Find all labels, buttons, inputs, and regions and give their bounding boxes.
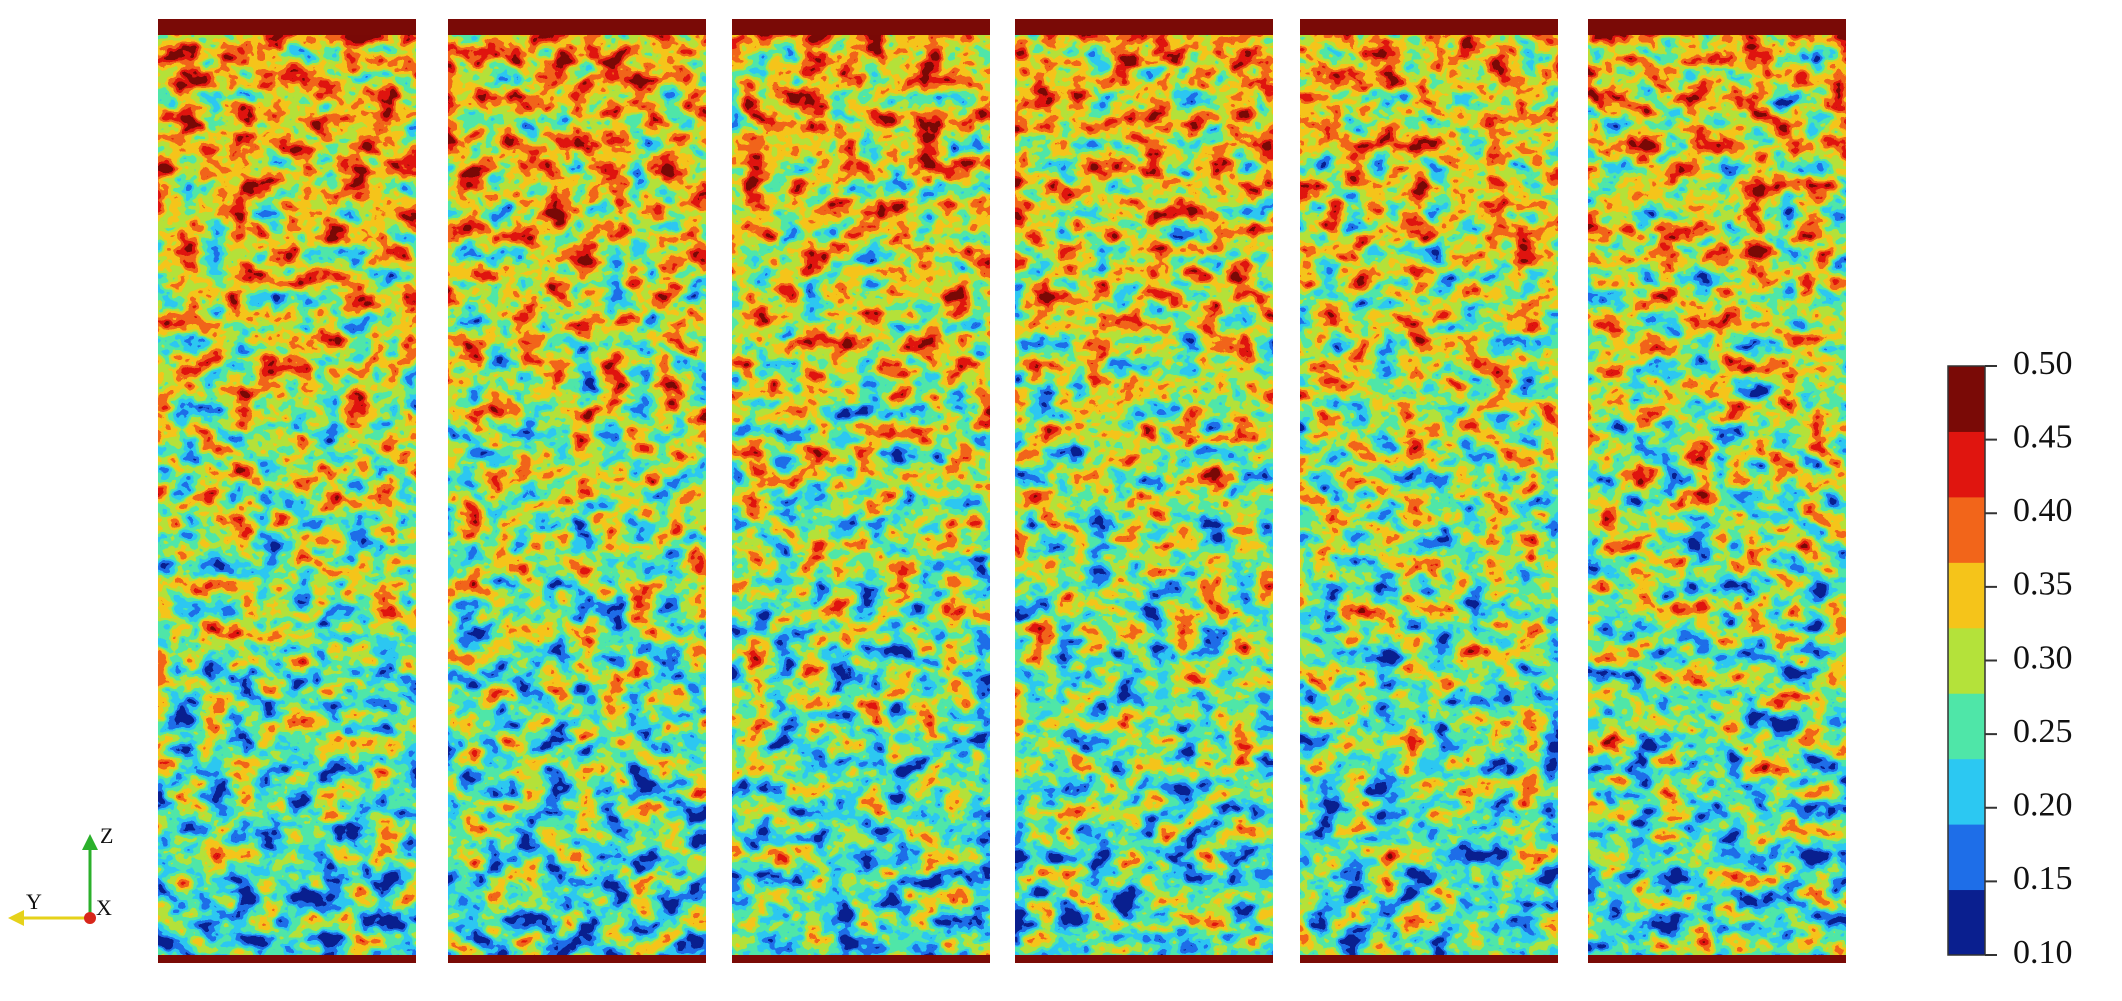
colorbar-tick-label: 0.40 (2013, 492, 2073, 529)
panel-top-band (448, 19, 706, 35)
colorbar-band (1948, 496, 1985, 563)
contour-panel (448, 19, 706, 963)
panel-bottom-band (448, 955, 706, 963)
colorbar-band (1948, 693, 1985, 760)
colorbar: 0.10 0.15 0.20 0.25 0.30 0.35 0.40 0.45 0.50 (1947, 345, 2073, 971)
colorbar-tick-label: 0.25 (2013, 713, 2073, 750)
panel-bottom-band (1588, 955, 1846, 963)
colorbar-band (1948, 627, 1985, 694)
colorbar-band (1948, 562, 1985, 629)
z-label: Z (100, 823, 113, 848)
contour-panels (158, 19, 1846, 963)
colorbar-band (1948, 758, 1985, 825)
contour-panel (732, 19, 990, 963)
colorbar-band (1948, 889, 1985, 956)
colorbar-tick-label: 0.15 (2013, 860, 2073, 897)
panel-top-band (158, 19, 416, 35)
colorbar-tick-label: 0.30 (2013, 639, 2073, 676)
colorbar-tick-label: 0.45 (2013, 418, 2073, 455)
contour-panel (1015, 19, 1273, 963)
colorbar-band (1948, 431, 1985, 498)
colorbar-band (1948, 824, 1985, 891)
panel-bottom-band (1015, 955, 1273, 963)
panel-top-band (1588, 19, 1846, 35)
panel-top-band (732, 19, 990, 35)
colorbar-tick-label: 0.10 (2013, 934, 2073, 971)
y-label: Y (26, 889, 42, 914)
panel-bottom-band (158, 955, 416, 963)
x-label: X (96, 895, 112, 920)
panel-top-band (1015, 19, 1273, 35)
colorbar-tick-label: 0.35 (2013, 566, 2073, 603)
panel-top-band (1300, 19, 1558, 35)
contour-panel (1588, 19, 1846, 963)
axes-triad: Z Y X (8, 823, 113, 926)
panel-bottom-band (732, 955, 990, 963)
colorbar-tick-label: 0.20 (2013, 787, 2073, 824)
colorbar-band (1948, 366, 1985, 432)
contour-panel (158, 19, 416, 963)
panel-bottom-band (1300, 955, 1558, 963)
contour-panel (1300, 19, 1558, 963)
colorbar-tick-label: 0.50 (2013, 345, 2073, 382)
